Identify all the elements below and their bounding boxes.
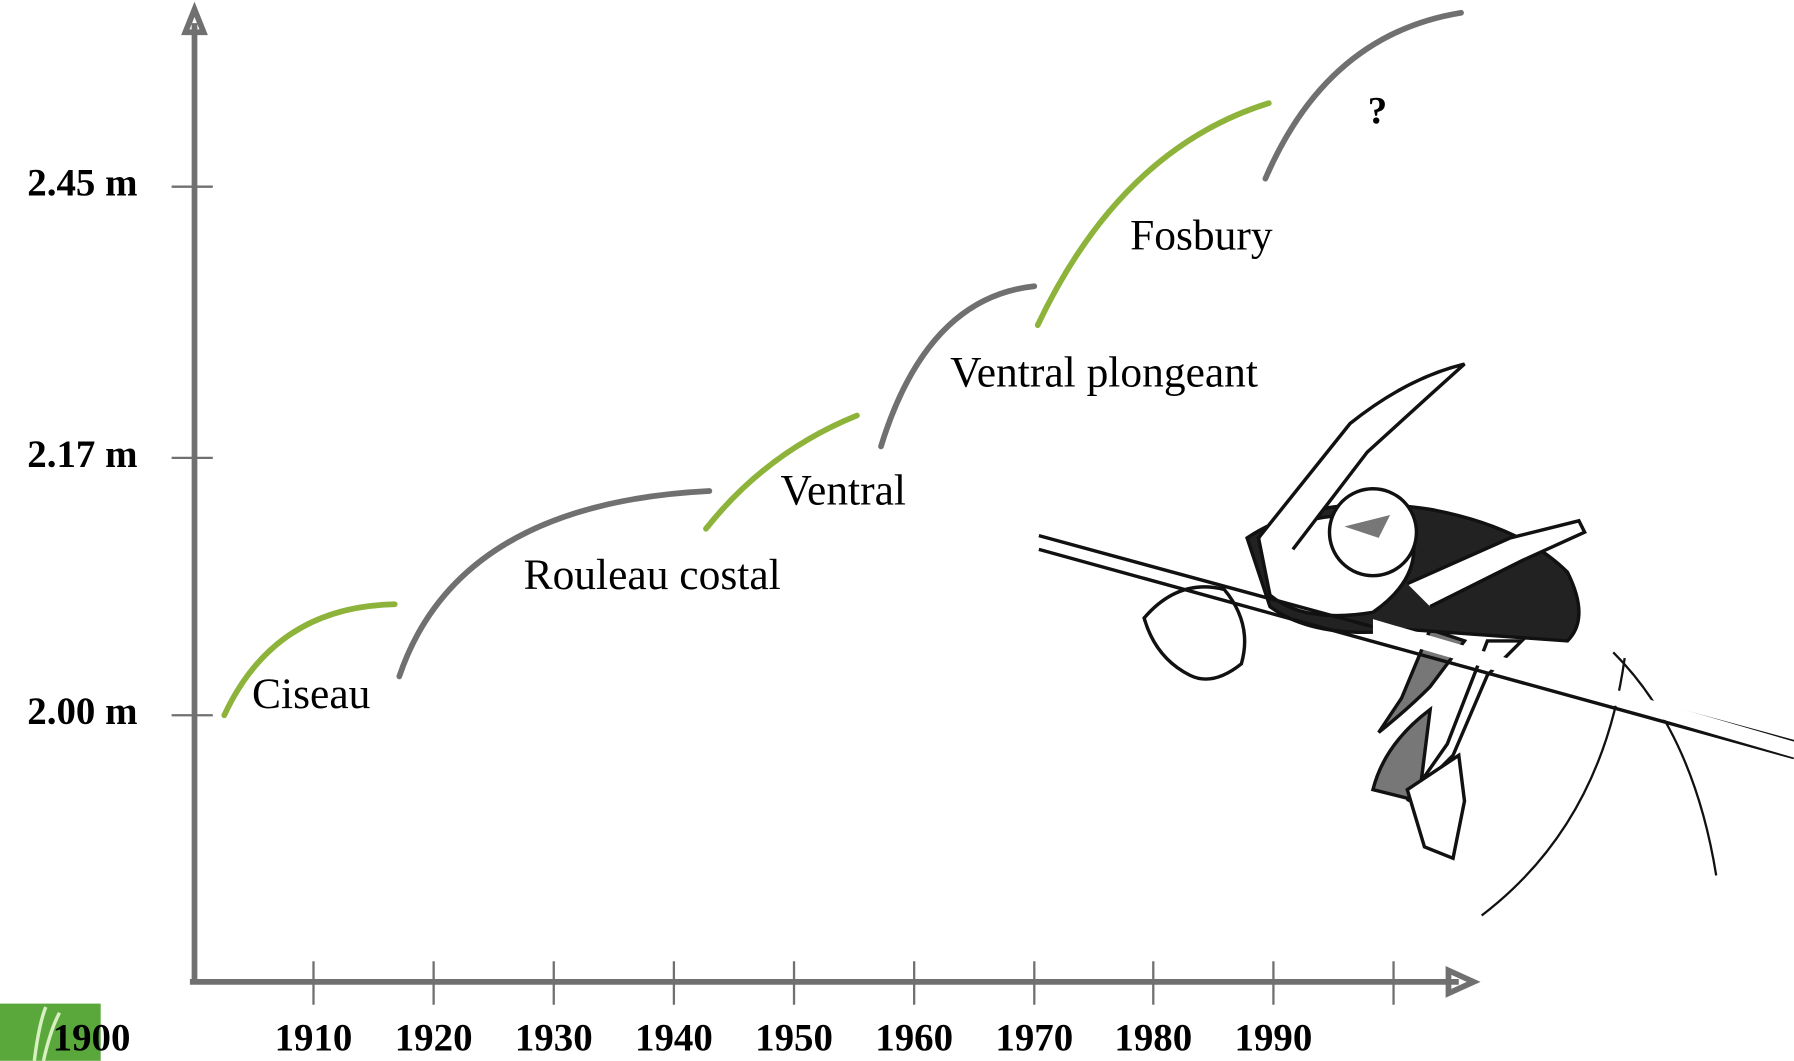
y-tick-label: 2.00 m [27, 690, 137, 733]
x-tick-label: 1930 [515, 1016, 593, 1059]
x-tick-label: 1960 [875, 1016, 953, 1059]
technique-label: ? [1368, 90, 1387, 133]
technique-label: Ventral plongeant [950, 349, 1258, 397]
x-tick-label: 1900 [53, 1016, 131, 1059]
x-tick-label: 1970 [995, 1016, 1073, 1059]
technique-label: Ciseau [252, 670, 370, 718]
x-tick-label: 1910 [275, 1016, 353, 1059]
page: 2.45 m 2.17 m 2.00 m 1900 1910 1920 1930 1940 19… [0, 0, 1794, 1061]
x-axis [190, 970, 1474, 993]
technique-label: Rouleau costal [524, 551, 781, 599]
x-tick-label: 1920 [395, 1016, 473, 1059]
high-jump-bar-fill [1373, 619, 1794, 757]
technique-label: Fosbury [1130, 211, 1273, 259]
x-tick-label: 1990 [1235, 1016, 1313, 1059]
y-tick-label: 2.45 m [27, 162, 137, 205]
y-tick-label: 2.17 m [27, 433, 137, 476]
technique-label: Ventral [780, 466, 906, 514]
curve-future [1265, 13, 1461, 179]
x-tick-label: 1940 [635, 1016, 713, 1059]
y-axis [185, 9, 203, 982]
diagram: 2.45 m 2.17 m 2.00 m 1900 1910 1920 1930 1940 19… [0, 0, 1794, 1061]
x-tick-label: 1950 [755, 1016, 833, 1059]
x-tick-label: 1980 [1114, 1016, 1192, 1059]
